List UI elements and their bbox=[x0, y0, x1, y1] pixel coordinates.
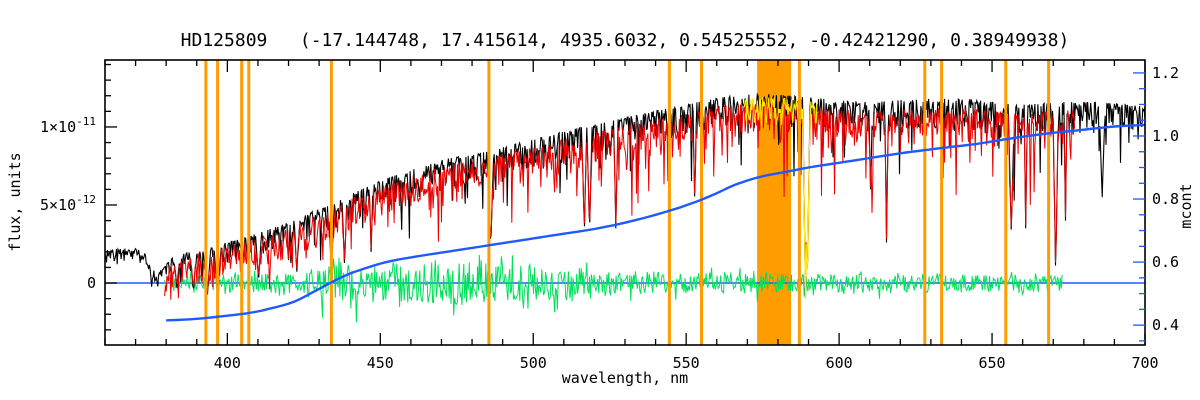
x-tick-label: 700 bbox=[1131, 354, 1158, 372]
y-axis-label-left: flux, units bbox=[6, 152, 24, 251]
x-tick-label: 450 bbox=[367, 354, 394, 372]
residual-path bbox=[164, 254, 1063, 323]
x-tick-label: 400 bbox=[214, 354, 241, 372]
y-right-tick-label: 1.2 bbox=[1152, 64, 1179, 82]
highlight-spectrum-path bbox=[743, 97, 819, 299]
x-tick-label: 500 bbox=[520, 354, 547, 372]
y-left-tick-label: 0 bbox=[87, 274, 96, 292]
x-axis-label: wavelength, nm bbox=[562, 369, 688, 387]
x-tick-label: 600 bbox=[826, 354, 853, 372]
y-right-tick-label: 1.0 bbox=[1152, 127, 1179, 145]
y-right-tick-label: 0.8 bbox=[1152, 190, 1179, 208]
x-tick-label: 550 bbox=[673, 354, 700, 372]
y-right-tick-label: 0.4 bbox=[1152, 316, 1179, 334]
masked-lines-group bbox=[204, 60, 1051, 345]
chart-title: HD125809 (-17.144748, 17.415614, 4935.60… bbox=[181, 30, 1070, 51]
continuum-path bbox=[166, 123, 1145, 322]
y-left-tick-label: 5×10-12 bbox=[40, 193, 96, 214]
model-spectrum-path bbox=[164, 102, 1076, 300]
y-left-tick-label: 1×10-11 bbox=[40, 115, 96, 136]
y-axis-label-right: mcont bbox=[1177, 183, 1195, 228]
y-right-tick-label: 0.6 bbox=[1152, 253, 1179, 271]
observed-spectrum-path bbox=[105, 92, 1145, 299]
x-tick-label: 650 bbox=[979, 354, 1006, 372]
series-group bbox=[105, 92, 1145, 323]
axes-group bbox=[104, 59, 1146, 346]
tick-labels-group: 400 450 500 550 600 650 700 0 5×10-12 1×10-11 0.4 0… bbox=[40, 64, 1179, 372]
